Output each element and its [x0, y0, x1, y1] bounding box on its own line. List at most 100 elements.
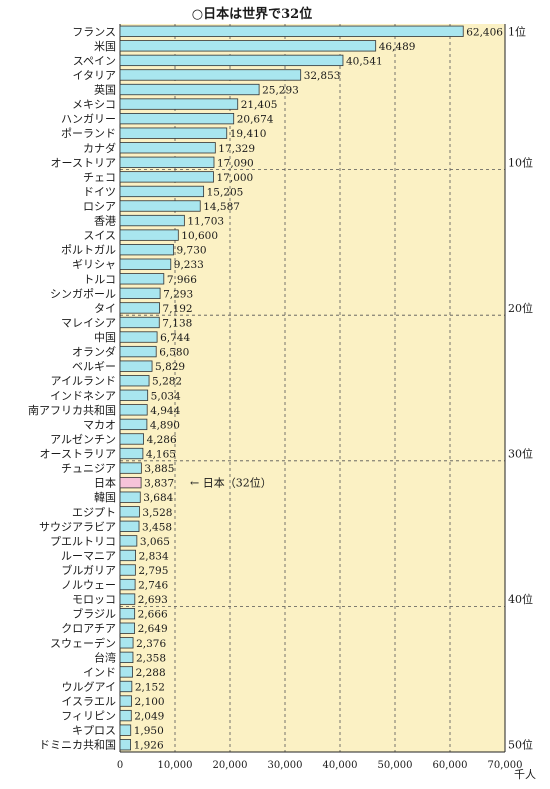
category-label: アイルランド — [51, 375, 116, 388]
bar — [119, 287, 161, 300]
category-label: ベルギー — [72, 360, 116, 373]
bar — [119, 695, 132, 707]
bar — [119, 112, 235, 125]
value-label: 2,100 — [135, 696, 165, 708]
bar — [119, 491, 141, 503]
value-label: 6,580 — [159, 347, 189, 359]
category-label: メキシコ — [72, 98, 116, 111]
category-label: モロッコ — [72, 593, 116, 606]
category-label: ブルガリア — [61, 563, 116, 577]
value-label: 21,405 — [241, 99, 278, 111]
category-label: オランダ — [72, 345, 116, 359]
x-tick-label: 10,000 — [158, 760, 193, 771]
value-label: 4,890 — [150, 419, 180, 431]
bar — [119, 302, 160, 314]
category-label: ノルウェー — [61, 579, 116, 592]
rank-labels: 1位 10位 20位 30位 40位 50位 — [508, 24, 533, 751]
bar — [119, 709, 132, 722]
value-label: 14,587 — [203, 201, 240, 213]
value-label: 2,834 — [139, 550, 169, 562]
bar — [119, 331, 158, 343]
bar — [119, 244, 174, 256]
category-label: フィリピン — [61, 710, 116, 723]
bar — [119, 680, 133, 693]
value-label: 3,065 — [140, 536, 170, 548]
value-label: 3,684 — [143, 492, 173, 504]
bar — [119, 25, 464, 37]
value-label: 6,744 — [160, 332, 190, 344]
value-label: 32,853 — [304, 70, 341, 82]
rank-label: 10位 — [508, 155, 533, 169]
category-label: スウェーデン — [50, 636, 116, 650]
bar — [119, 54, 344, 67]
bar — [119, 171, 214, 183]
x-tick-label: 0 — [117, 760, 123, 771]
annotation-text: ← 日本（32位） — [190, 476, 272, 490]
category-label: オーストリア — [51, 156, 116, 169]
rank-label: 30位 — [508, 447, 533, 461]
value-label: 3,458 — [142, 521, 172, 533]
bars-group — [119, 25, 464, 751]
bar — [119, 83, 260, 96]
bar — [119, 535, 138, 547]
category-label: フランス — [72, 25, 116, 38]
bar — [119, 229, 179, 241]
bar — [119, 637, 134, 649]
bar — [119, 666, 133, 678]
category-label: 韓国 — [94, 491, 116, 504]
bar — [119, 564, 136, 576]
category-labels: フランス米国スペインイタリア英国メキシコハンガリーポーランドカナダオーストリアチ… — [28, 25, 116, 751]
bar — [119, 127, 228, 139]
bar — [119, 739, 131, 751]
category-label: ドイツ — [83, 185, 116, 198]
value-label: 5,282 — [152, 376, 182, 388]
category-label: プエルトリコ — [50, 535, 116, 548]
value-label: 17,329 — [218, 143, 255, 155]
value-label: 7,966 — [167, 274, 197, 286]
value-label: 17,000 — [217, 172, 254, 184]
category-label: エジプト — [72, 506, 116, 519]
bar — [119, 418, 148, 431]
value-labels: 62,406 46,489 40,541 32,853 25,293 21,405 20,6… — [134, 26, 504, 751]
value-label: 7,293 — [163, 288, 193, 300]
x-tick-label: 70,000 — [488, 760, 523, 771]
bar — [119, 375, 150, 387]
category-label: サウジアラビア — [39, 520, 116, 533]
x-tick-label: 30,000 — [268, 760, 303, 771]
bar — [119, 447, 144, 460]
value-label: 19,410 — [230, 128, 267, 140]
category-label: トルコ — [83, 273, 116, 286]
value-label: 17,090 — [217, 157, 254, 169]
value-label: 3,528 — [142, 507, 172, 519]
value-label: 15,205 — [207, 186, 244, 198]
bar — [119, 273, 165, 285]
value-label: 5,829 — [155, 361, 185, 373]
bar — [119, 69, 302, 81]
value-label: 10,600 — [181, 230, 218, 242]
bar — [119, 40, 377, 52]
x-tick-label: 40,000 — [323, 760, 358, 771]
category-label: タイ — [94, 302, 116, 315]
value-label: 2,049 — [134, 711, 164, 723]
value-label: 2,795 — [138, 565, 168, 577]
bar — [119, 549, 136, 562]
bar — [119, 462, 142, 474]
bar — [119, 156, 215, 168]
rank-label: 20位 — [508, 301, 533, 315]
value-label: 2,152 — [135, 681, 165, 693]
value-label: 2,358 — [136, 652, 166, 664]
category-label: スペイン — [73, 54, 116, 67]
value-label: 9,730 — [177, 245, 207, 257]
category-label: ポルトガル — [61, 244, 116, 257]
value-label: 1,926 — [134, 740, 164, 752]
value-label: 25,293 — [262, 85, 299, 97]
rank-label: 1位 — [508, 24, 526, 38]
chart-title: ○日本は世界で32位 — [192, 6, 312, 22]
category-label: 南アフリカ共和国 — [28, 404, 116, 417]
bar — [119, 200, 201, 212]
value-label: 20,674 — [237, 114, 274, 126]
category-label: イスラエル — [61, 695, 116, 708]
value-label: 3,837 — [144, 478, 174, 490]
